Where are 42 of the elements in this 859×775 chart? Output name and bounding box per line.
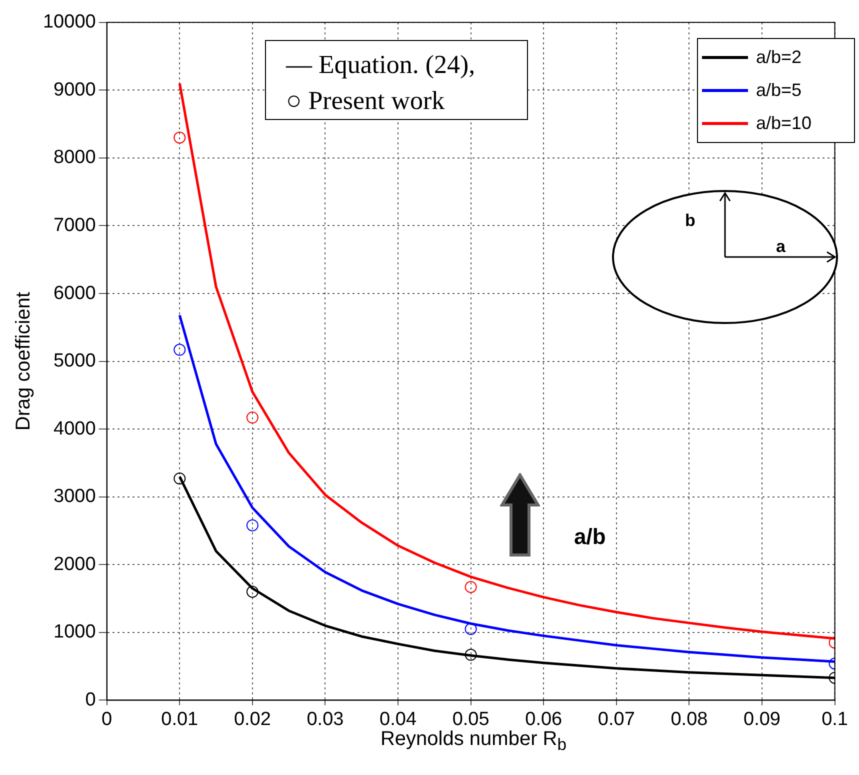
y-tick-label: 7000	[54, 214, 96, 236]
y-tick-label: 2000	[54, 554, 96, 575]
x-tick-label: 0	[102, 708, 112, 730]
x-tick-label: 0.09	[744, 708, 780, 730]
legend-label: a/b=10	[756, 113, 812, 134]
x-tick-label: 0.08	[670, 708, 708, 730]
y-tick-label: 0	[85, 689, 96, 710]
point	[174, 472, 186, 485]
x-tick-label: 0.03	[306, 708, 344, 730]
point	[464, 581, 477, 594]
point	[464, 648, 477, 661]
x-tick-label: 0.07	[598, 708, 635, 730]
y-tick-label: 10000	[42, 12, 96, 33]
point	[464, 623, 477, 636]
y-tick-label: 6000	[54, 282, 96, 304]
x-tick-label: 0.01	[161, 708, 198, 730]
legend-label: a/b=5	[756, 80, 802, 101]
y-tick-label: 1000	[54, 622, 96, 643]
point	[246, 586, 258, 598]
annotation: — Equation. (24),	[286, 49, 476, 81]
x-tick-label: 0.05	[452, 708, 490, 730]
point	[246, 412, 258, 424]
y-tick-label: 4000	[54, 418, 96, 440]
x-tick-label: 0.06	[525, 708, 562, 730]
point	[174, 132, 186, 144]
x-axis-title: Reynolds number R$_{b}$	[379, 728, 568, 755]
annotation: a/b	[574, 524, 606, 550]
y-tick-label: 8000	[54, 147, 96, 168]
x-tick-label: 0.1	[822, 708, 848, 730]
annotation: ○ Present work	[286, 85, 446, 117]
x-tick-label: 0.02	[234, 708, 271, 730]
point	[174, 344, 186, 356]
y-axis-title: Drag coefficient	[12, 292, 35, 431]
x-tick-label: 0.04	[380, 708, 417, 730]
y-tick-label: 9000	[54, 79, 96, 100]
annotation: a	[776, 237, 786, 257]
ellipse-diagram: a b	[611, 189, 839, 325]
point	[246, 519, 258, 532]
annotation: b	[685, 211, 696, 231]
y-tick-label: 5000	[54, 350, 96, 372]
y-tick-label: 3000	[54, 486, 96, 508]
legend-label: a/b=2	[756, 47, 802, 68]
